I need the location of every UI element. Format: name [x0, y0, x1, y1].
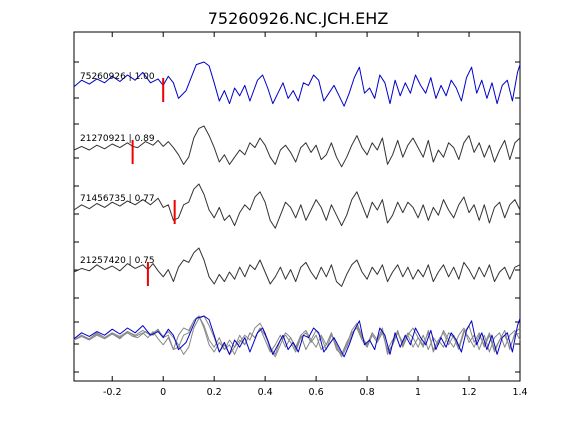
trace-line — [73, 247, 521, 287]
pick-markers — [131, 78, 176, 286]
trace-label: 21257420 | 0.75 — [80, 256, 155, 266]
overlay-trace — [73, 315, 521, 358]
x-tick-label: -0.2 — [103, 387, 122, 398]
plot-frame — [73, 31, 521, 382]
x-tick-label: 1 — [415, 387, 421, 398]
trace-line — [73, 125, 521, 168]
x-tick-label: 1.2 — [461, 387, 476, 398]
trace-line — [73, 61, 521, 107]
trace-lines — [73, 61, 521, 287]
trace-labels: 75260926 | 1.00 21270921 | 0.89 71456735 |… — [80, 72, 155, 266]
trace-label: 71456735 | 0.77 — [80, 194, 155, 204]
chart-title: 75260926.NC.JCH.EHZ — [208, 9, 389, 28]
x-tick-label: 1.4 — [512, 387, 527, 398]
tick-marks — [74, 32, 521, 381]
x-tick-label: 0.8 — [360, 387, 375, 398]
x-tick-label: 0.6 — [309, 387, 324, 398]
x-tick-label: 0.2 — [207, 387, 222, 398]
overlay-trace — [73, 315, 521, 355]
overlay-trace — [73, 315, 521, 358]
x-tick-label: 0.4 — [258, 387, 273, 398]
overlay-stack — [73, 315, 521, 358]
x-tick-labels: -0.2 0 0.2 0.4 0.6 0.8 1 1.2 1.4 — [103, 387, 528, 398]
overlay-trace — [73, 315, 521, 358]
trace-line — [73, 183, 521, 229]
x-tick-label: 0 — [160, 387, 166, 398]
trace-label: 21270921 | 0.89 — [80, 134, 155, 144]
trace-label: 75260926 | 1.00 — [80, 72, 155, 82]
